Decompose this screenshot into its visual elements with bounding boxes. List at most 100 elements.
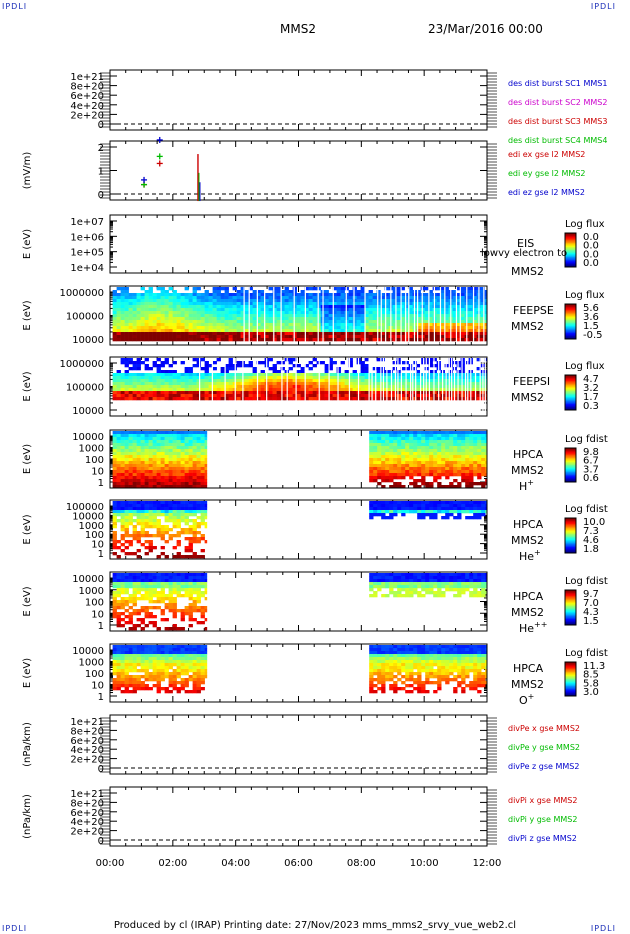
spectrogram-cell (460, 323, 465, 327)
spectrogram-cell (132, 308, 137, 312)
spectrogram-cell (396, 323, 401, 327)
spectrogram-cell (376, 385, 381, 389)
spectrogram-cell (124, 552, 129, 556)
spectrogram-cell (336, 370, 341, 374)
spectrogram-cell (404, 311, 409, 315)
spectrogram-cell (144, 452, 149, 456)
spectrogram-cell (384, 320, 389, 324)
spectrogram-cell (164, 446, 169, 450)
spectrogram-cell (120, 373, 125, 377)
spectrogram-cell (116, 394, 121, 398)
spectrogram-cell (420, 361, 425, 365)
spectrogram-cell (128, 302, 133, 306)
spectrogram-cell (164, 485, 169, 489)
spectrogram-cell (465, 476, 470, 480)
spectrogram-cell (164, 431, 169, 435)
spectrogram-cell (148, 431, 153, 435)
spectrogram-cell (445, 476, 450, 480)
spectrogram-cell (421, 467, 426, 471)
spectrogram-cell (272, 308, 277, 312)
spectrogram-cell (369, 461, 374, 465)
spectrogram-cell (324, 323, 329, 327)
spectrogram-cell (148, 543, 153, 547)
spectrogram-cell (352, 299, 357, 303)
spectrogram-cell (320, 388, 325, 392)
spectrogram-cell (132, 388, 137, 392)
spectrogram-cell (460, 311, 465, 315)
spectrogram-cell (328, 361, 333, 365)
colorbar-segment (565, 238, 576, 241)
spectrogram-cell (360, 338, 365, 342)
spectrogram-cell (476, 385, 481, 389)
spectrogram-cell (360, 382, 365, 386)
spectrogram-cell (256, 394, 261, 398)
colorbar-tick-label: 5.6 (583, 303, 599, 314)
spectrogram-cell (441, 464, 446, 468)
spectrogram-cell (140, 455, 145, 459)
spectrogram-cell (453, 443, 458, 447)
spectrogram-cell (272, 329, 277, 333)
spectrogram-cell (204, 431, 208, 435)
spectrogram-cell (236, 394, 241, 398)
spectrogram-cell (360, 293, 365, 297)
data-gap (394, 358, 397, 415)
page-title: MMS2 (280, 22, 316, 36)
spectrogram-cell (172, 320, 177, 324)
spectrogram-cell (425, 455, 430, 459)
spectrogram-cell (212, 338, 217, 342)
spectrogram-cell (212, 302, 217, 306)
spectrogram-cell (140, 501, 145, 505)
spectrogram-cell (144, 293, 149, 297)
data-gap (304, 287, 306, 344)
spectrogram-cell (453, 467, 458, 471)
spectrogram-cell (228, 314, 233, 318)
spectrogram-cell (196, 320, 201, 324)
spectrogram-cell (457, 434, 462, 438)
spectrogram-cell (260, 308, 265, 312)
spectrogram-cell (348, 305, 353, 309)
spectrogram-cell (272, 373, 277, 377)
spectrogram-cell (248, 296, 253, 300)
spectrogram-cell (368, 320, 373, 324)
spectrogram-cell (192, 540, 197, 544)
spectrogram-cell (437, 443, 442, 447)
spectrogram-cell (168, 507, 173, 511)
spectrogram-cell (300, 305, 305, 309)
spectrogram-cell (380, 332, 385, 336)
spectrogram-cell (172, 440, 177, 444)
spectrogram-cell (248, 317, 253, 321)
colorbar-segment (565, 401, 576, 404)
spectrogram-cell (400, 385, 405, 389)
spectrogram-cell (116, 458, 121, 462)
spectrogram-cell (393, 458, 398, 462)
spectrogram-cell (440, 317, 445, 321)
spectrogram-cell (244, 335, 249, 339)
spectrogram-cell (465, 470, 470, 474)
spectrogram-cell (120, 385, 125, 389)
spectrogram-cell (348, 358, 353, 362)
data-gap (295, 358, 297, 415)
spectrogram-cell (136, 549, 141, 553)
spectrogram-cell (428, 397, 433, 401)
y-axis-label: E (eV) (22, 444, 33, 474)
spectrogram-cell (368, 326, 373, 330)
spectrogram-cell (429, 434, 434, 438)
panel-frame (109, 429, 488, 489)
spectrogram-cell (336, 376, 341, 380)
spectrogram-cell (168, 455, 173, 459)
spectrogram-cell (340, 320, 345, 324)
spectrogram-cell (140, 510, 145, 514)
spectrogram-cell (116, 452, 121, 456)
spectrogram-cell (168, 394, 173, 398)
spectrogram-cell (373, 452, 378, 456)
spectrogram-cell (441, 473, 446, 477)
spectrogram-cell (484, 299, 488, 303)
y-tick-label: 1e+07 (70, 217, 104, 228)
spectrogram-cell (172, 338, 177, 342)
spectrogram-cell (300, 379, 305, 383)
spectrogram-cell (432, 382, 437, 386)
spectrogram-cell (244, 311, 249, 315)
spectrogram-cell (224, 287, 229, 291)
spectrogram-cell (164, 326, 169, 330)
spectrogram-cell (304, 302, 309, 306)
